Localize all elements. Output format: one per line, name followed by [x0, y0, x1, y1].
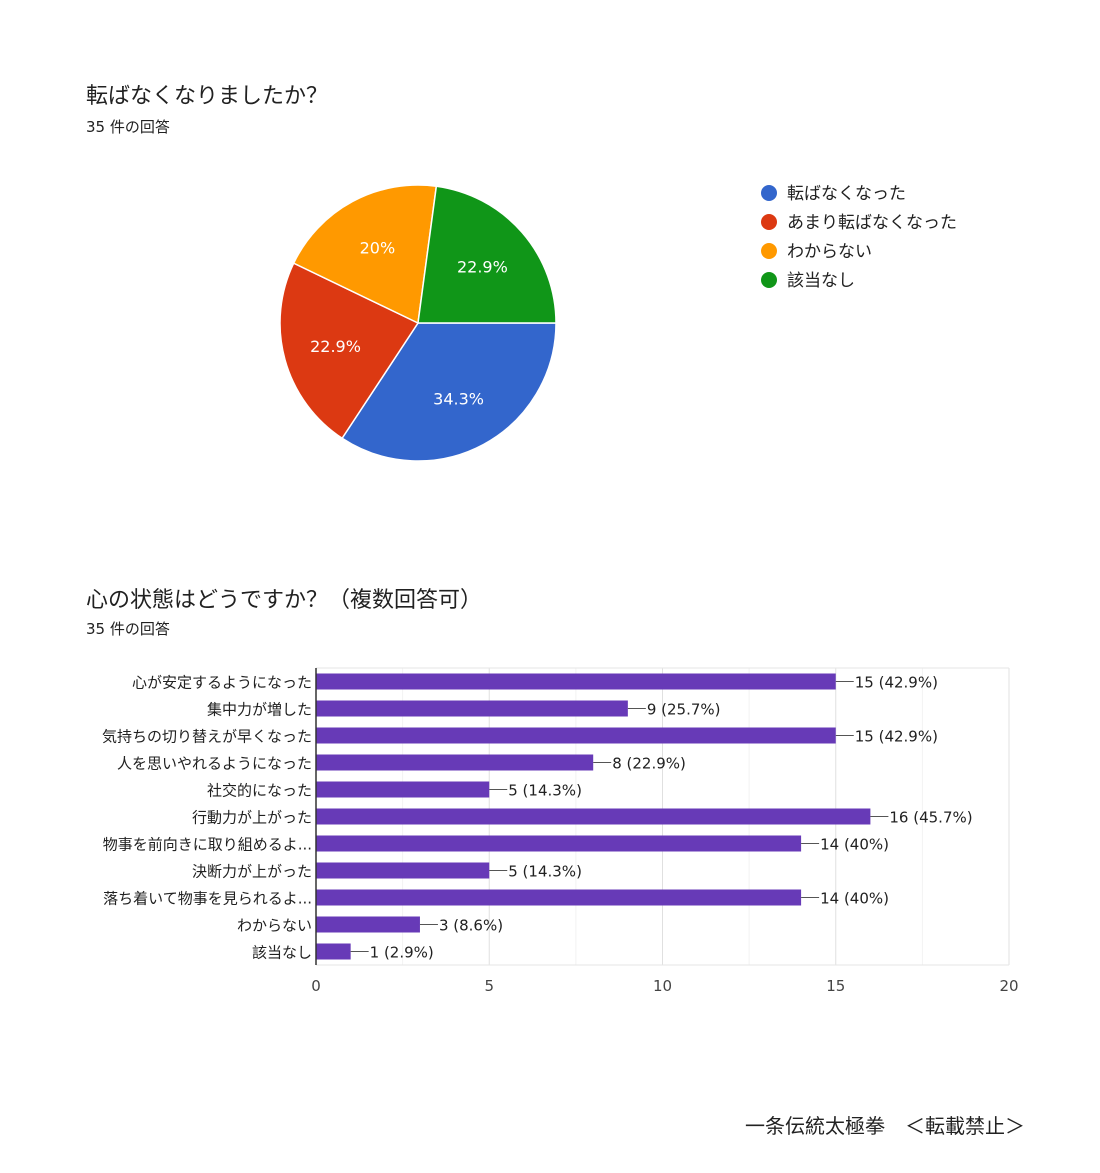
pie-chart: 34.3% 22.9% 20% 22.9% 転ばなくなったあまり転ばなくなったわからない… [279, 184, 957, 462]
bar-chart-title: 心の状態はどうですか？（複数回答可） [86, 588, 483, 613]
x-tick-label: 20 [999, 977, 1018, 995]
pie-slice-label: 22.9% [457, 258, 508, 277]
legend-swatch [761, 185, 777, 201]
bar [316, 781, 490, 798]
copyright-footer: 一条伝統太極拳 ＜転載禁止＞ [745, 1114, 1025, 1138]
bar-chart-response-count: 35 件の回答 [86, 620, 170, 638]
x-tick-label: 15 [826, 977, 845, 995]
data-label: 3 (8.6%) [439, 917, 503, 935]
bar [316, 754, 594, 771]
category-label: 決断力が上がった [192, 863, 312, 881]
category-label: 物事を前向きに取り組めるよ... [103, 836, 312, 854]
category-label: 心が安定するようになった [132, 674, 312, 692]
category-label: 落ち着いて物事を見られるよ... [103, 890, 312, 908]
data-label: 15 (42.9%) [855, 674, 938, 692]
bar [316, 889, 802, 906]
legend-entry: あまり転ばなくなった [787, 213, 957, 233]
bar [316, 700, 628, 717]
category-label: 人を思いやれるようになった [117, 755, 312, 773]
pie-slice-label: 22.9% [310, 337, 361, 356]
data-label: 16 (45.7%) [889, 809, 972, 827]
category-label: 集中力が増した [207, 701, 312, 719]
legend-swatch [761, 214, 777, 230]
bar [316, 943, 351, 960]
x-tick-label: 0 [311, 977, 321, 995]
legend-swatch [761, 272, 777, 288]
data-label: 8 (22.9%) [612, 755, 686, 773]
data-label: 9 (25.7%) [647, 701, 721, 719]
x-tick-label: 10 [653, 977, 672, 995]
legend-entry: 転ばなくなった [787, 184, 906, 204]
data-label: 14 (40%) [820, 836, 889, 854]
category-label: 該当なし [252, 944, 312, 962]
category-label: 行動力が上がった [192, 809, 312, 827]
data-label: 14 (40%) [820, 890, 889, 908]
bar-chart: 心が安定するようになった 15 (42.9%) 集中力が増した 9 (25.7%) 気持… [102, 667, 1019, 995]
bar [316, 673, 836, 690]
x-tick-label: 5 [484, 977, 494, 995]
data-label: 5 (14.3%) [508, 863, 582, 881]
legend-entry: わからない [787, 242, 872, 262]
bar [316, 862, 490, 879]
category-label: 社交的になった [207, 782, 312, 800]
pie-slice [292, 184, 438, 325]
bar [316, 916, 420, 933]
legend-entry: 該当なし [787, 271, 855, 291]
data-label: 5 (14.3%) [508, 782, 582, 800]
bar [316, 727, 836, 744]
pie-slice [417, 185, 557, 324]
category-label: 気持ちの切り替えが早くなった [102, 728, 312, 746]
pie-chart-title: 転ばなくなりましたか？ [86, 84, 329, 109]
pie-slice-label: 20% [360, 239, 396, 258]
pie-slice-label: 34.3% [433, 389, 484, 408]
data-label: 1 (2.9%) [370, 944, 434, 962]
legend-swatch [761, 243, 777, 259]
bar [316, 808, 871, 825]
bar [316, 835, 802, 852]
data-label: 15 (42.9%) [855, 728, 938, 746]
pie-chart-response-count: 35 件の回答 [86, 118, 170, 136]
category-label: わからない [237, 917, 312, 935]
